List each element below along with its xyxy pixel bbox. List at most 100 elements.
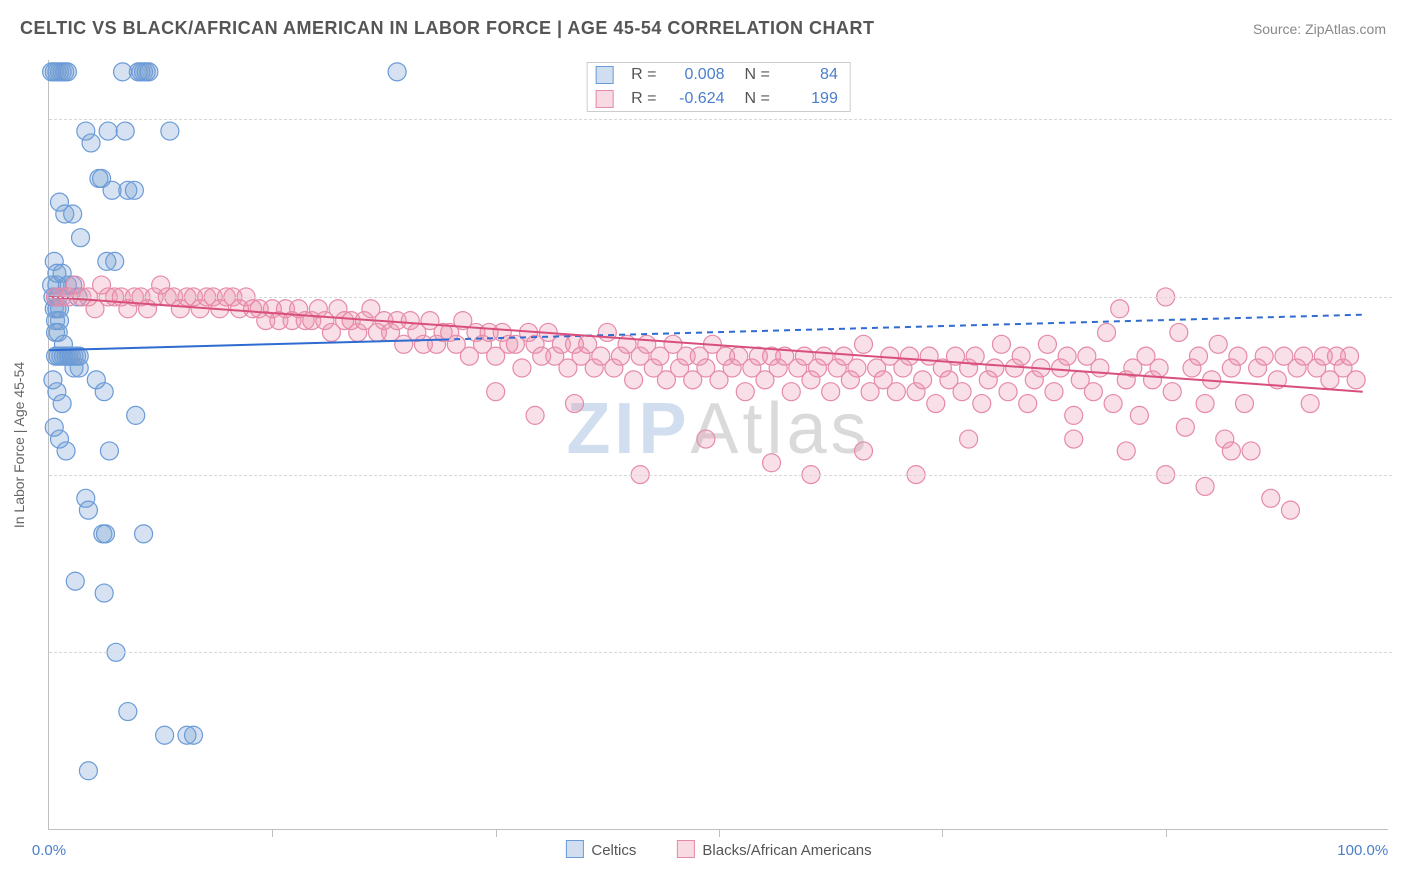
y-tick-label: 100.0% xyxy=(1398,111,1406,128)
scatter-point xyxy=(1058,347,1076,365)
scatter-point xyxy=(72,229,90,247)
y-tick-label: 55.0% xyxy=(1398,644,1406,661)
scatter-point xyxy=(953,383,971,401)
scatter-point xyxy=(79,501,97,519)
x-tick xyxy=(719,829,720,837)
x-tick-label: 0.0% xyxy=(32,842,66,859)
x-tick-label: 100.0% xyxy=(1337,842,1388,859)
scatter-point xyxy=(1098,323,1116,341)
scatter-point xyxy=(125,181,143,199)
trendline-solid xyxy=(49,340,443,351)
scatter-point xyxy=(1065,430,1083,448)
scatter-point xyxy=(960,430,978,448)
scatter-point xyxy=(1130,406,1148,424)
scatter-point xyxy=(1235,395,1253,413)
scatter-point xyxy=(64,205,82,223)
scatter-point xyxy=(185,726,203,744)
scatter-point xyxy=(1019,395,1037,413)
scatter-point xyxy=(388,63,406,81)
scatter-point xyxy=(736,383,754,401)
scatter-point xyxy=(697,430,715,448)
scatter-point xyxy=(156,726,174,744)
scatter-point xyxy=(1281,501,1299,519)
x-tick xyxy=(496,829,497,837)
scatter-point xyxy=(100,442,118,460)
legend-swatch xyxy=(676,840,694,858)
legend-swatch xyxy=(565,840,583,858)
scatter-point xyxy=(66,572,84,590)
scatter-point xyxy=(161,122,179,140)
scatter-point xyxy=(973,395,991,413)
scatter-point xyxy=(1229,347,1247,365)
scatter-point xyxy=(625,371,643,389)
scatter-point xyxy=(99,122,117,140)
legend-item: Celtics xyxy=(565,840,636,859)
scatter-point xyxy=(1209,335,1227,353)
scatter-point xyxy=(822,383,840,401)
scatter-point xyxy=(487,383,505,401)
legend-label: Blacks/African Americans xyxy=(702,842,871,859)
legend-label: Celtics xyxy=(591,842,636,859)
scatter-point xyxy=(1301,395,1319,413)
scatter-point xyxy=(914,371,932,389)
scatter-point xyxy=(986,359,1004,377)
scatter-point xyxy=(513,359,531,377)
x-tick xyxy=(942,829,943,837)
scatter-point xyxy=(1038,335,1056,353)
scatter-point xyxy=(1104,395,1122,413)
scatter-point xyxy=(135,525,153,543)
scatter-point xyxy=(119,703,137,721)
scatter-point xyxy=(57,442,75,460)
chart-title: CELTIC VS BLACK/AFRICAN AMERICAN IN LABO… xyxy=(20,18,875,39)
scatter-point xyxy=(992,335,1010,353)
gridline-h xyxy=(49,119,1392,120)
x-tick xyxy=(272,829,273,837)
title-bar: CELTIC VS BLACK/AFRICAN AMERICAN IN LABO… xyxy=(20,18,1386,39)
plot-area: In Labor Force | Age 45-54 ZIPAtlas R =0… xyxy=(48,60,1388,830)
scatter-point xyxy=(1084,383,1102,401)
scatter-point xyxy=(127,406,145,424)
scatter-point xyxy=(1163,383,1181,401)
scatter-point xyxy=(116,122,134,140)
scatter-point xyxy=(1065,406,1083,424)
scatter-point xyxy=(887,383,905,401)
scatter-point xyxy=(1012,347,1030,365)
x-legend: Celtics Blacks/African Americans xyxy=(565,840,871,859)
x-tick xyxy=(1166,829,1167,837)
scatter-point xyxy=(763,454,781,472)
scatter-point xyxy=(1255,347,1273,365)
scatter-point xyxy=(1045,383,1063,401)
gridline-h xyxy=(49,297,1392,298)
scatter-point xyxy=(95,383,113,401)
scatter-point xyxy=(1341,347,1359,365)
scatter-point xyxy=(1196,395,1214,413)
scatter-point xyxy=(1117,442,1135,460)
scatter-point xyxy=(58,63,76,81)
scatter-point xyxy=(526,406,544,424)
source-label: Source: ZipAtlas.com xyxy=(1253,21,1386,37)
scatter-point xyxy=(53,395,71,413)
scatter-point xyxy=(855,335,873,353)
scatter-point xyxy=(1190,347,1208,365)
scatter-point xyxy=(95,584,113,602)
scatter-point xyxy=(1150,359,1168,377)
gridline-h xyxy=(49,652,1392,653)
scatter-point xyxy=(1196,477,1214,495)
scatter-point xyxy=(782,383,800,401)
y-tick-label: 85.0% xyxy=(1398,288,1406,305)
scatter-point xyxy=(848,359,866,377)
scatter-point xyxy=(1176,418,1194,436)
scatter-point xyxy=(1262,489,1280,507)
scatter-point xyxy=(999,383,1017,401)
scatter-point xyxy=(1111,300,1129,318)
scatter-point xyxy=(106,252,124,270)
scatter-point xyxy=(1242,442,1260,460)
scatter-point xyxy=(79,762,97,780)
scatter-point xyxy=(140,63,158,81)
plot-svg xyxy=(49,60,1388,829)
scatter-point xyxy=(927,395,945,413)
scatter-point xyxy=(1222,442,1240,460)
scatter-point xyxy=(565,395,583,413)
y-axis-label: In Labor Force | Age 45-54 xyxy=(11,361,27,527)
scatter-point xyxy=(82,134,100,152)
